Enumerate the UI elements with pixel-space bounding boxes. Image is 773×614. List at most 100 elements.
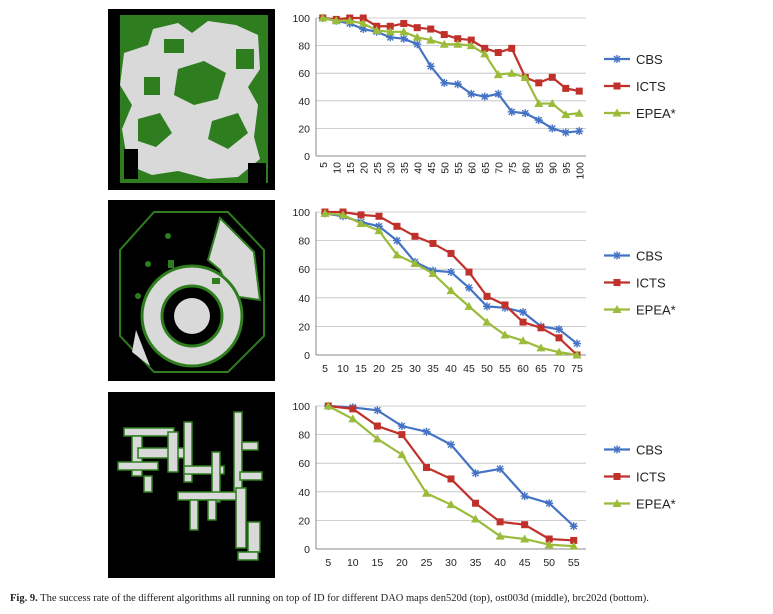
map-ost003d: [108, 200, 275, 381]
data-point: [349, 405, 357, 413]
legend-label: CBS: [636, 52, 663, 67]
data-point: [507, 68, 517, 77]
data-point: [373, 406, 382, 415]
data-point: [447, 440, 455, 449]
data-point: [480, 92, 489, 101]
data-point: [454, 35, 462, 43]
data-point: [520, 492, 529, 501]
data-point: [385, 27, 395, 36]
data-point: [348, 414, 358, 423]
legend-marker: [613, 473, 621, 480]
data-point: [447, 475, 455, 483]
data-point: [467, 36, 475, 44]
data-point: [345, 16, 355, 25]
x-tick-label: 55: [453, 162, 465, 174]
x-tick-label: 95: [561, 162, 573, 174]
data-point: [426, 62, 435, 71]
x-tick-label: 20: [358, 162, 370, 174]
series-line-epeastar: [322, 16, 580, 116]
data-point: [482, 317, 492, 326]
x-tick-label: 75: [507, 162, 519, 174]
data-point: [429, 239, 437, 247]
data-point: [372, 25, 382, 34]
figure-caption: Fig. 9. The success rate of the differen…: [10, 593, 770, 604]
x-tick-label: 50: [439, 162, 451, 174]
x-tick-label: 10: [347, 557, 359, 569]
data-point: [398, 431, 406, 439]
data-point: [446, 500, 456, 509]
legend-marker: [613, 445, 621, 454]
x-tick-label: 15: [372, 557, 384, 569]
data-point: [496, 464, 505, 473]
legend-marker: [613, 251, 621, 260]
data-point: [555, 334, 563, 342]
data-point: [507, 107, 516, 116]
data-point: [411, 232, 419, 240]
data-point: [428, 268, 438, 277]
data-point: [374, 226, 384, 235]
x-tick-label: 40: [412, 162, 424, 174]
data-point: [534, 99, 544, 108]
x-tick-label: 45: [426, 162, 438, 174]
x-tick-label: 30: [385, 162, 397, 174]
x-tick-label: 20: [396, 557, 408, 569]
data-point: [375, 212, 383, 220]
series-line-epeastar: [324, 212, 578, 357]
legend-marker: [612, 108, 622, 117]
series-line-cbs: [322, 16, 580, 134]
y-tick-label: 80: [298, 236, 310, 248]
y-tick-label: 20: [298, 515, 310, 527]
data-point: [569, 522, 578, 531]
data-point: [446, 286, 456, 295]
data-point: [481, 44, 489, 52]
data-point: [465, 268, 473, 276]
data-point: [372, 434, 382, 443]
y-tick-label: 80: [298, 430, 310, 442]
data-point: [471, 469, 480, 478]
legend-marker: [613, 55, 621, 63]
data-point: [467, 89, 476, 98]
data-point: [548, 124, 557, 133]
x-tick-label: 60: [466, 162, 478, 174]
legend-label: EPEA*: [636, 106, 676, 121]
chart-ost003d: 0 20 40 60 80 100 5 10 15 20 25 30 35 40 45 50 55 60 65 70 7…: [282, 200, 770, 382]
x-tick-label: 100: [574, 162, 586, 180]
x-tick-label: 35: [470, 557, 482, 569]
data-point: [413, 40, 422, 49]
data-point: [561, 110, 571, 119]
data-point: [440, 78, 449, 87]
data-point: [547, 99, 557, 108]
map-ost003d-image: [119, 211, 265, 373]
data-point: [399, 34, 408, 43]
x-tick-label: 55: [499, 363, 511, 375]
y-tick-label: 0: [304, 544, 310, 556]
data-point: [520, 534, 530, 543]
x-tick-label: 30: [409, 363, 421, 375]
y-tick-label: 20: [298, 123, 310, 135]
y-tick-label: 100: [292, 401, 310, 413]
data-point: [373, 422, 381, 430]
data-point: [338, 210, 348, 219]
y-tick-label: 100: [292, 207, 310, 219]
x-tick-label: 70: [493, 162, 505, 174]
figure-caption-label: Fig. 9.: [10, 593, 38, 604]
x-tick-label: 25: [391, 363, 403, 375]
data-point: [427, 25, 435, 33]
x-tick-label: 15: [345, 162, 357, 174]
map-brc202d-image: [117, 411, 263, 561]
legend-label: ICTS: [636, 79, 666, 94]
data-point: [519, 318, 527, 326]
data-point: [555, 325, 563, 334]
data-point: [422, 463, 430, 471]
chart-ost003d-svg: 0 20 40 60 80 100 5 10 15 20 25 30 35 40 45 50 55 60 65 70 7…: [292, 207, 675, 375]
legend-label: ICTS: [636, 276, 666, 291]
data-point: [397, 450, 407, 459]
data-point: [472, 499, 480, 507]
data-point: [521, 109, 530, 118]
y-tick-label: 20: [298, 321, 310, 333]
x-tick-label: 10: [331, 162, 343, 174]
data-point: [386, 33, 395, 42]
data-point: [544, 540, 554, 549]
data-point: [575, 87, 583, 95]
